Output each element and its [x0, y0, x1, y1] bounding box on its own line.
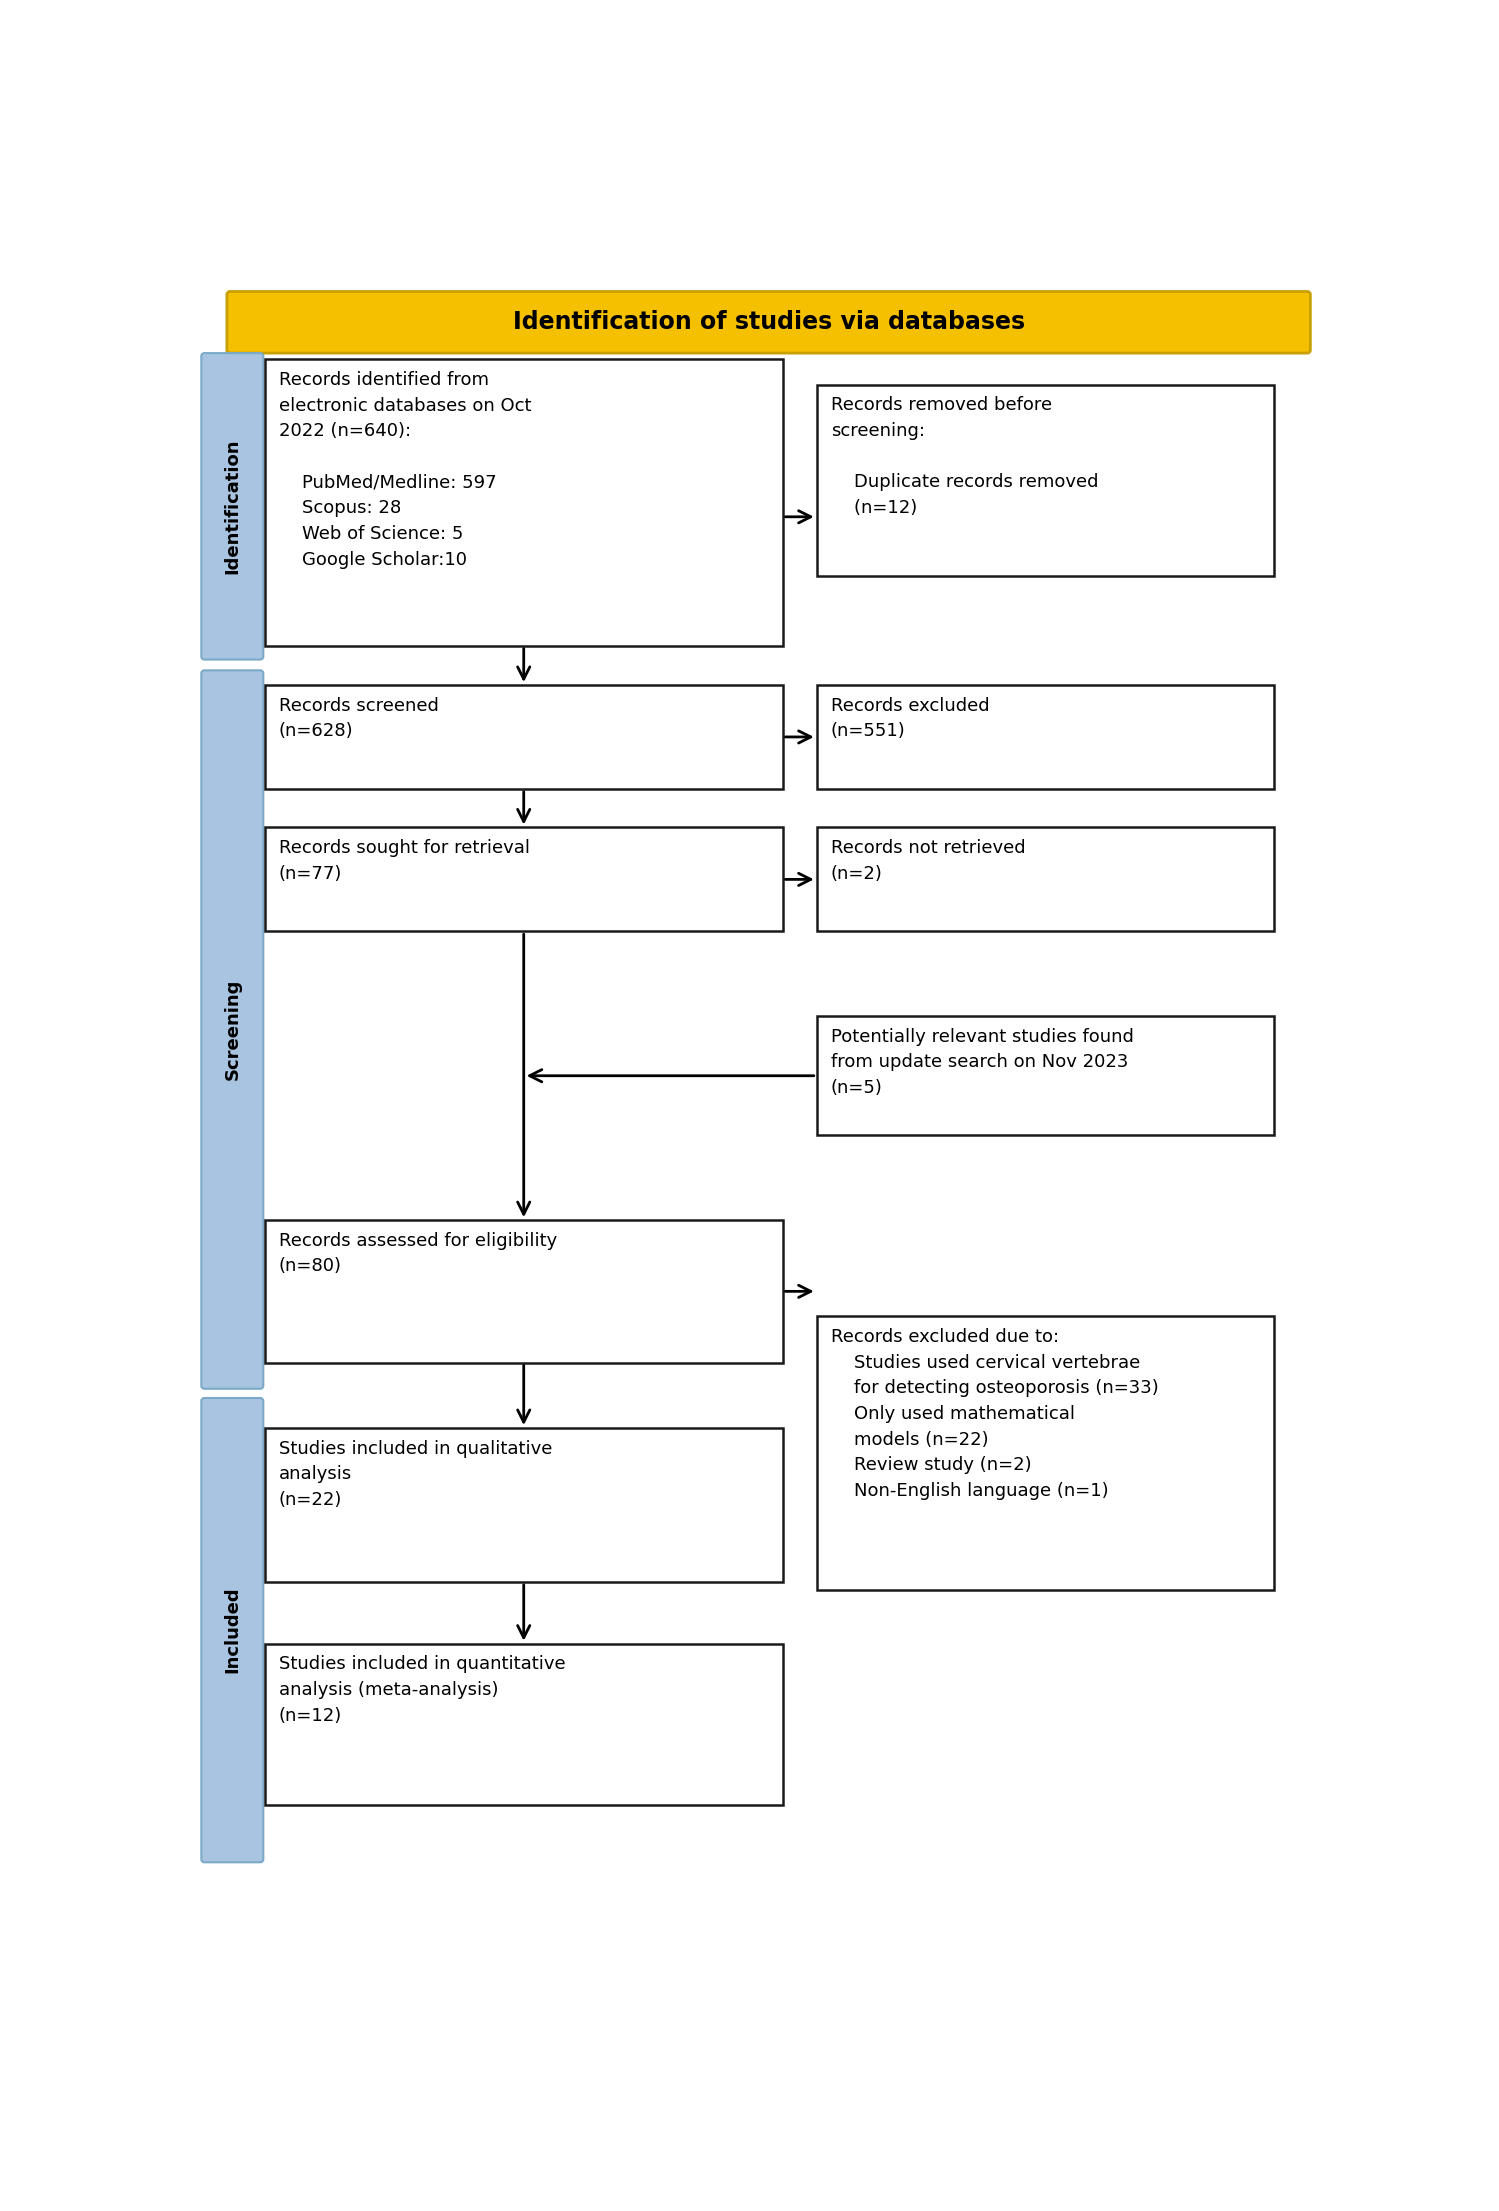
Bar — [817, 685, 1274, 789]
Text: Records excluded due to:
    Studies used cervical vertebrae
    for detecting o: Records excluded due to: Studies used ce… — [830, 1329, 1159, 1499]
Text: Records sought for retrieval
(n=77): Records sought for retrieval (n=77) — [279, 838, 529, 882]
Bar — [817, 827, 1274, 931]
Text: Studies included in qualitative
analysis
(n=22): Studies included in qualitative analysis… — [279, 1439, 552, 1508]
Bar — [265, 685, 782, 789]
FancyBboxPatch shape — [201, 354, 264, 659]
Text: Identification of studies via databases: Identification of studies via databases — [513, 310, 1025, 334]
Bar — [817, 385, 1274, 575]
FancyBboxPatch shape — [201, 670, 264, 1389]
Text: Screening: Screening — [223, 979, 241, 1081]
FancyBboxPatch shape — [226, 292, 1310, 354]
Text: Records not retrieved
(n=2): Records not retrieved (n=2) — [830, 838, 1025, 882]
Text: Records assessed for eligibility
(n=80): Records assessed for eligibility (n=80) — [279, 1232, 558, 1276]
Text: Records removed before
screening:

    Duplicate records removed
    (n=12): Records removed before screening: Duplic… — [830, 396, 1099, 517]
Bar — [817, 1017, 1274, 1136]
Bar — [265, 1220, 782, 1362]
Text: Studies included in quantitative
analysis (meta-analysis)
(n=12): Studies included in quantitative analysi… — [279, 1656, 565, 1725]
Text: Records excluded
(n=551): Records excluded (n=551) — [830, 696, 989, 741]
Bar — [265, 358, 782, 646]
FancyBboxPatch shape — [201, 1397, 264, 1862]
Bar — [265, 1428, 782, 1583]
Text: Potentially relevant studies found
from update search on Nov 2023
(n=5): Potentially relevant studies found from … — [830, 1028, 1133, 1097]
Text: Included: Included — [223, 1587, 241, 1674]
Bar — [817, 1316, 1274, 1590]
Bar — [265, 1643, 782, 1806]
Text: Records screened
(n=628): Records screened (n=628) — [279, 696, 439, 741]
Text: Records identified from
electronic databases on Oct
2022 (n=640):

    PubMed/Me: Records identified from electronic datab… — [279, 371, 531, 568]
Text: Identification: Identification — [223, 438, 241, 575]
Bar — [265, 827, 782, 931]
